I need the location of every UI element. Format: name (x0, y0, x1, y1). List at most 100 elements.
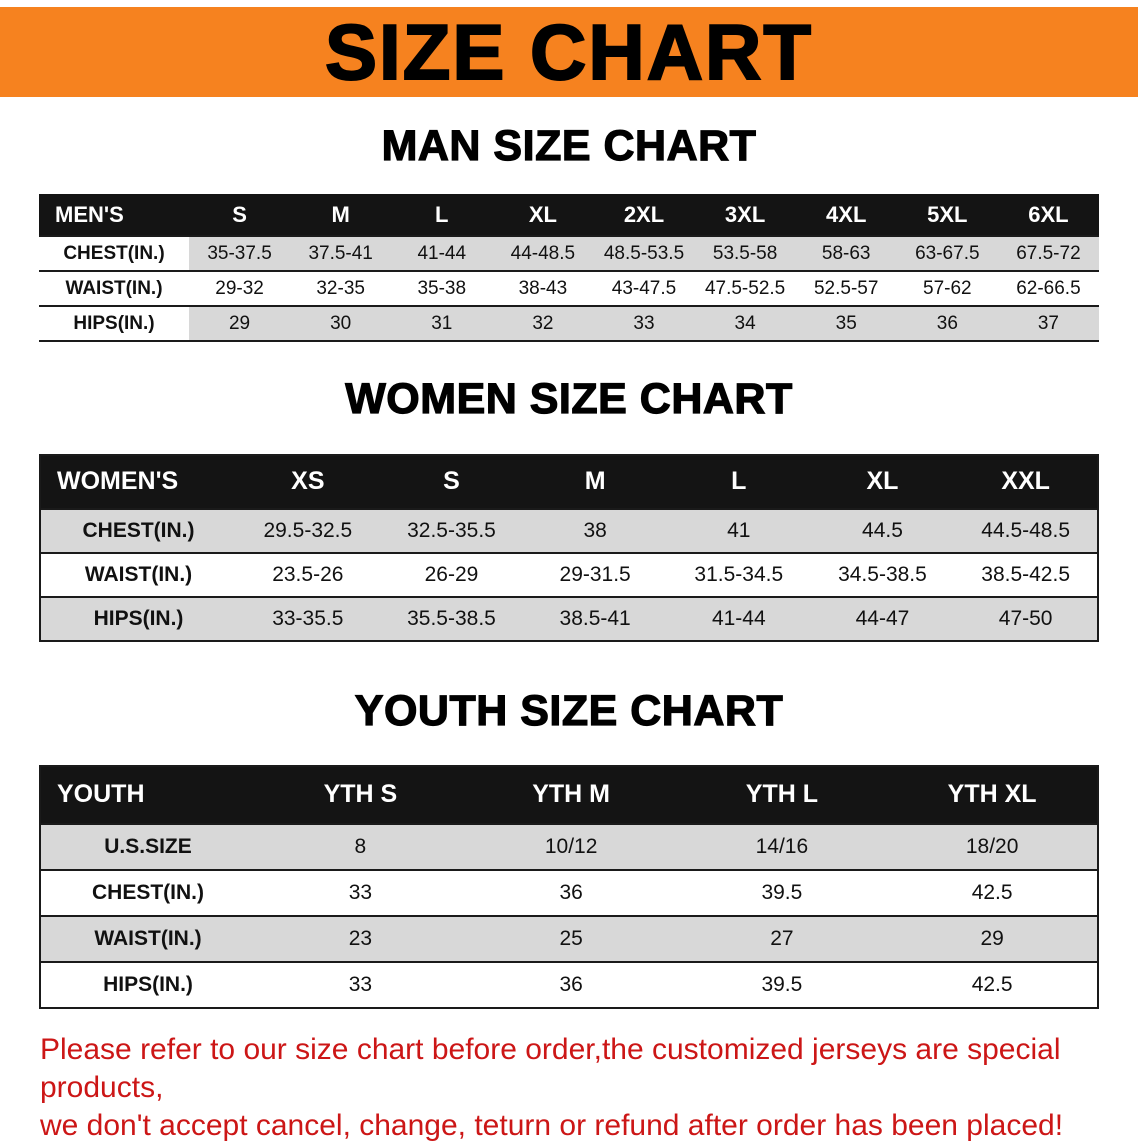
men-size-section: MAN SIZE CHART MEN'S S M L XL 2XL 3XL 4XL 5XL 6XL… (0, 122, 1138, 343)
youth-table-title: YOUTH (40, 765, 255, 824)
youth-row-hips-in: HIPS(IN.) 33 36 39.5 42.5 (40, 961, 1098, 1008)
women-row-label-chest-in: CHEST(IN.) (40, 508, 236, 553)
women-header-row: WOMEN'S XS S M L XL XXL (40, 454, 1098, 509)
women-waist-in-value-l: 31.5-34.5 (694, 562, 784, 586)
women-row-label-hips-in: HIPS(IN.) (40, 596, 236, 641)
men-hips-in-value-2xl: 33 (593, 306, 695, 342)
women-column-header-xxl: XXL (954, 454, 1098, 509)
men-waist-in-value-5xl: 57-62 (923, 277, 972, 299)
women-size-table-container: WOMEN'S XS S M L XL XXL CHEST(IN.) 29.5-32.5 32.5… (0, 453, 1138, 642)
women-waist-in-value-xs: 23.5-26 (272, 562, 344, 586)
women-waist-in-value-xl: 34.5-38.5 (838, 562, 927, 586)
men-waist-in-value-s: 29-32 (215, 277, 264, 299)
men-hips-in-value-l: 31 (391, 306, 493, 342)
men-row-waist-in: WAIST(IN.) 29-32 32-35 35-38 38-43 43-47.5 47.… (39, 271, 1099, 306)
men-waist-in-value-4xl: 52.5-57 (813, 277, 879, 299)
men-row-hips-in: HIPS(IN.) 29 30 31 32 33 34 35 36 37 (39, 306, 1099, 342)
women-hips-in-value-xl: 44-47 (810, 596, 955, 641)
women-waist-in-value-m: 29-31.5 (559, 562, 631, 586)
women-table-title: WOMEN'S (40, 454, 236, 509)
women-column-header-xl: XL (810, 454, 955, 509)
page-title: SIZE CHART (324, 8, 813, 96)
youth-row-label-u-s-size: U.S.SIZE (40, 823, 255, 870)
disclaimer-line-1: Please refer to our size chart before or… (40, 1032, 1061, 1104)
men-chest-in-value-5xl: 63-67.5 (896, 236, 998, 272)
men-chest-in-value-6xl: 67.5-72 (997, 236, 1099, 272)
youth-waist-in-value-yth-l: 27 (676, 915, 888, 962)
men-chest-in-value-l: 41-44 (391, 236, 493, 272)
men-column-header-l: L (391, 194, 493, 237)
youth-header-row: YOUTH YTH S YTH M YTH L YTH XL (40, 765, 1098, 824)
youth-row-label-waist-in: WAIST(IN.) (40, 915, 255, 962)
women-hips-in-value-s: 35.5-38.5 (379, 596, 524, 641)
men-waist-in-value-m: 32-35 (316, 277, 365, 299)
youth-waist-in-value-yth-m: 25 (465, 915, 677, 962)
women-column-header-m: M (523, 454, 667, 509)
youth-waist-in-value-yth-xl: 29 (887, 915, 1098, 962)
youth-chest-in-value-yth-m: 36 (559, 880, 583, 904)
men-row-label-hips-in: HIPS(IN.) (39, 306, 189, 342)
disclaimer-line-2: we don't accept cancel, change, teturn o… (40, 1109, 1064, 1143)
youth-hips-in-value-yth-l: 39.5 (761, 972, 803, 996)
men-chest-in-value-4xl: 58-63 (795, 236, 897, 272)
youth-chest-in-value-yth-xl: 42.5 (971, 880, 1013, 904)
youth-chest-in-value-yth-l: 39.5 (761, 880, 803, 904)
men-hips-in-value-s: 29 (189, 306, 291, 342)
women-size-section: WOMEN SIZE CHART WOMEN'S XS S M L XL XXL CHEST(… (0, 375, 1138, 642)
youth-chest-in-value-yth-s: 33 (348, 880, 373, 904)
men-table-title: MEN'S (39, 194, 189, 237)
men-hips-in-value-4xl: 35 (795, 306, 897, 342)
men-hips-in-value-5xl: 36 (896, 306, 998, 342)
women-chest-in-value-s: 32.5-35.5 (379, 508, 524, 553)
women-waist-in-value-s: 26-29 (424, 562, 479, 586)
youth-u-s-size-value-yth-xl: 18/20 (887, 823, 1098, 870)
youth-row-label-chest-in: CHEST(IN.) (92, 880, 204, 904)
women-chest-in-value-l: 41 (666, 508, 811, 553)
youth-row-u-s-size: U.S.SIZE 8 10/12 14/16 18/20 (40, 823, 1098, 870)
youth-hips-in-value-yth-s: 33 (348, 972, 373, 996)
men-chest-in-value-m: 37.5-41 (290, 236, 392, 272)
men-size-table-container: MEN'S S M L XL 2XL 3XL 4XL 5XL 6XL CHEST(IN.) 35-37… (0, 194, 1138, 343)
women-chest-in-value-m: 38 (523, 508, 667, 553)
men-column-header-2xl: 2XL (593, 194, 695, 237)
men-hips-in-value-3xl: 34 (694, 306, 796, 342)
men-waist-in-value-3xl: 47.5-52.5 (704, 277, 786, 299)
men-column-header-3xl: 3XL (694, 194, 796, 237)
size-chart-page: SIZE CHART MAN SIZE CHART MEN'S S M L XL 2XL 3… (0, 7, 1138, 1142)
men-column-header-4xl: 4XL (795, 194, 897, 237)
youth-column-header-yth-m: YTH M (465, 765, 677, 824)
youth-waist-in-value-yth-s: 23 (255, 915, 466, 962)
youth-size-section: YOUTH SIZE CHART YOUTH YTH S YTH M YTH L YTH… (0, 686, 1138, 1009)
youth-size-table: YOUTH YTH S YTH M YTH L YTH XL U.S.SIZE 8 10/12… (39, 764, 1099, 1009)
men-hips-in-value-xl: 32 (492, 306, 594, 342)
women-chest-in-value-xs: 29.5-32.5 (236, 508, 380, 553)
youth-u-s-size-value-yth-m: 10/12 (465, 823, 677, 870)
men-chest-in-value-s: 35-37.5 (189, 236, 291, 272)
men-waist-in-value-2xl: 43-47.5 (611, 277, 677, 299)
youth-column-header-yth-xl: YTH XL (887, 765, 1098, 824)
men-hips-in-value-6xl: 37 (997, 306, 1099, 342)
youth-hips-in-value-yth-xl: 42.5 (971, 972, 1013, 996)
youth-row-chest-in: CHEST(IN.) 33 36 39.5 42.5 (40, 869, 1098, 916)
women-row-label-waist-in: WAIST(IN.) (84, 562, 193, 586)
title-banner: SIZE CHART (0, 7, 1138, 97)
men-column-header-s: S (189, 194, 291, 237)
men-chest-in-value-3xl: 53.5-58 (694, 236, 796, 272)
men-chest-in-value-xl: 44-48.5 (492, 236, 594, 272)
men-hips-in-value-m: 30 (290, 306, 392, 342)
youth-u-s-size-value-yth-l: 14/16 (676, 823, 888, 870)
women-row-chest-in: CHEST(IN.) 29.5-32.5 32.5-35.5 38 41 44.5 44.5… (40, 508, 1098, 553)
women-hips-in-value-xxl: 47-50 (954, 596, 1098, 641)
men-size-heading: MAN SIZE CHART (381, 122, 757, 171)
men-row-label-chest-in: CHEST(IN.) (39, 236, 189, 272)
youth-size-heading: YOUTH SIZE CHART (354, 686, 784, 735)
men-column-header-xl: XL (492, 194, 594, 237)
women-hips-in-value-m: 38.5-41 (523, 596, 667, 641)
youth-u-s-size-value-yth-s: 8 (255, 823, 466, 870)
men-chest-in-value-2xl: 48.5-53.5 (593, 236, 695, 272)
disclaimer: Please refer to our size chart before or… (0, 1031, 1138, 1145)
men-column-header-6xl: 6XL (997, 194, 1099, 237)
women-chest-in-value-xl: 44.5 (810, 508, 955, 553)
men-waist-in-value-xl: 38-43 (518, 277, 568, 299)
women-row-hips-in: HIPS(IN.) 33-35.5 35.5-38.5 38.5-41 41-44 44-… (40, 596, 1098, 641)
